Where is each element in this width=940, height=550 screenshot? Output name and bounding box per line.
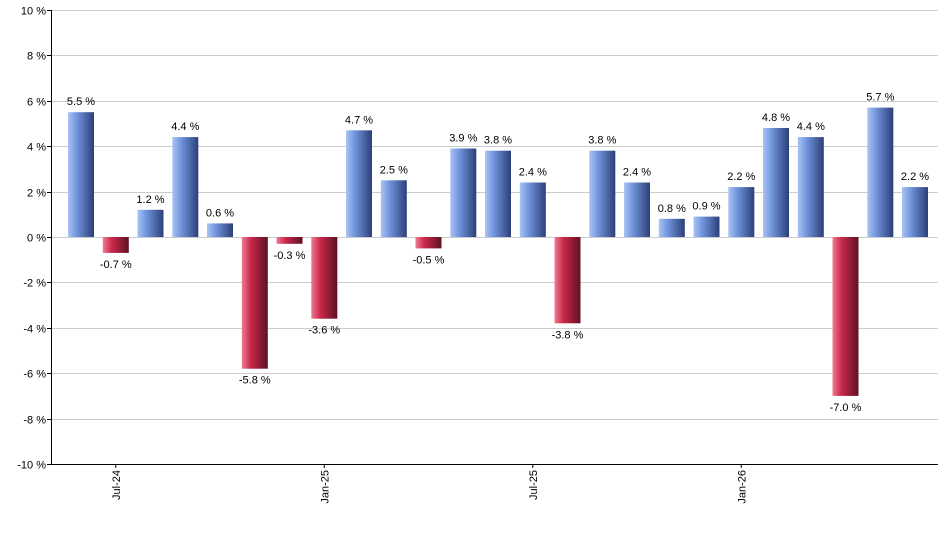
bars xyxy=(68,107,928,396)
bar xyxy=(728,187,755,237)
data-label: 1.2 % xyxy=(136,194,164,206)
data-label: 4.4 % xyxy=(797,121,825,133)
y-tick-label: -2 % xyxy=(23,278,46,290)
bar xyxy=(415,237,442,249)
bar xyxy=(346,130,372,237)
bar xyxy=(763,128,789,237)
bar xyxy=(867,107,894,237)
bar xyxy=(450,148,477,237)
bar xyxy=(485,150,511,237)
bar xyxy=(102,237,129,253)
y-tick-label: 0 % xyxy=(27,233,46,245)
x-tick-label: Jan-25 xyxy=(319,470,331,504)
data-label: 3.9 % xyxy=(449,133,477,145)
y-tick-label: -8 % xyxy=(23,415,46,427)
bar xyxy=(207,223,233,237)
data-label: 2.4 % xyxy=(519,167,547,179)
y-tick-label: 2 % xyxy=(27,188,46,200)
y-tick-label: 8 % xyxy=(27,51,46,63)
bar xyxy=(658,218,685,237)
bar xyxy=(554,237,581,324)
y-tick-label: -10 % xyxy=(17,460,46,472)
bar xyxy=(693,216,720,237)
bar xyxy=(797,137,824,237)
bar xyxy=(311,237,338,319)
data-label: 3.8 % xyxy=(484,135,512,147)
data-label: -0.3 % xyxy=(274,250,306,262)
axes xyxy=(47,10,938,468)
data-label: 2.2 % xyxy=(901,171,929,183)
bar xyxy=(276,237,303,244)
data-label: 5.7 % xyxy=(866,92,894,104)
bar xyxy=(137,209,164,237)
bar xyxy=(902,187,928,237)
bar xyxy=(832,237,859,396)
data-label: 2.2 % xyxy=(727,171,755,183)
bar xyxy=(68,112,94,237)
data-label: -5.8 % xyxy=(239,375,271,387)
data-label: 4.8 % xyxy=(762,112,790,124)
bar xyxy=(624,182,650,237)
data-label: 0.8 % xyxy=(658,203,686,215)
data-label: 4.7 % xyxy=(345,114,373,126)
y-tick-label: -6 % xyxy=(23,369,46,381)
bar xyxy=(241,237,268,369)
bar xyxy=(380,180,407,238)
y-tick-label: 10 % xyxy=(21,6,46,18)
data-label: 3.8 % xyxy=(588,135,616,147)
bar xyxy=(519,182,546,237)
grid-lines xyxy=(51,10,938,465)
data-label: -3.8 % xyxy=(552,329,584,341)
x-tick-label: Jan-26 xyxy=(736,470,748,504)
data-label: -3.6 % xyxy=(308,325,340,337)
bar xyxy=(589,150,616,237)
data-label: 0.6 % xyxy=(206,207,234,219)
y-tick-label: 6 % xyxy=(27,97,46,109)
x-tick-label: Jul-24 xyxy=(111,470,123,500)
data-label: 2.5 % xyxy=(380,164,408,176)
data-label: 0.9 % xyxy=(692,201,720,213)
y-tick-label: -4 % xyxy=(23,324,46,336)
data-label: -0.5 % xyxy=(413,254,445,266)
bar xyxy=(172,137,199,237)
data-label: -0.7 % xyxy=(100,259,132,271)
data-label: -7.0 % xyxy=(830,402,862,414)
x-tick-label: Jul-25 xyxy=(528,470,540,500)
data-label: 4.4 % xyxy=(171,121,199,133)
labels: 10 % 8 % 6 % 4 % 2 % 0 % -2 % -4 % -6 % -8 % -10 %… xyxy=(17,6,929,504)
data-label: 5.5 % xyxy=(67,96,95,108)
y-tick-label: 4 % xyxy=(27,142,46,154)
data-label: 2.4 % xyxy=(623,167,651,179)
